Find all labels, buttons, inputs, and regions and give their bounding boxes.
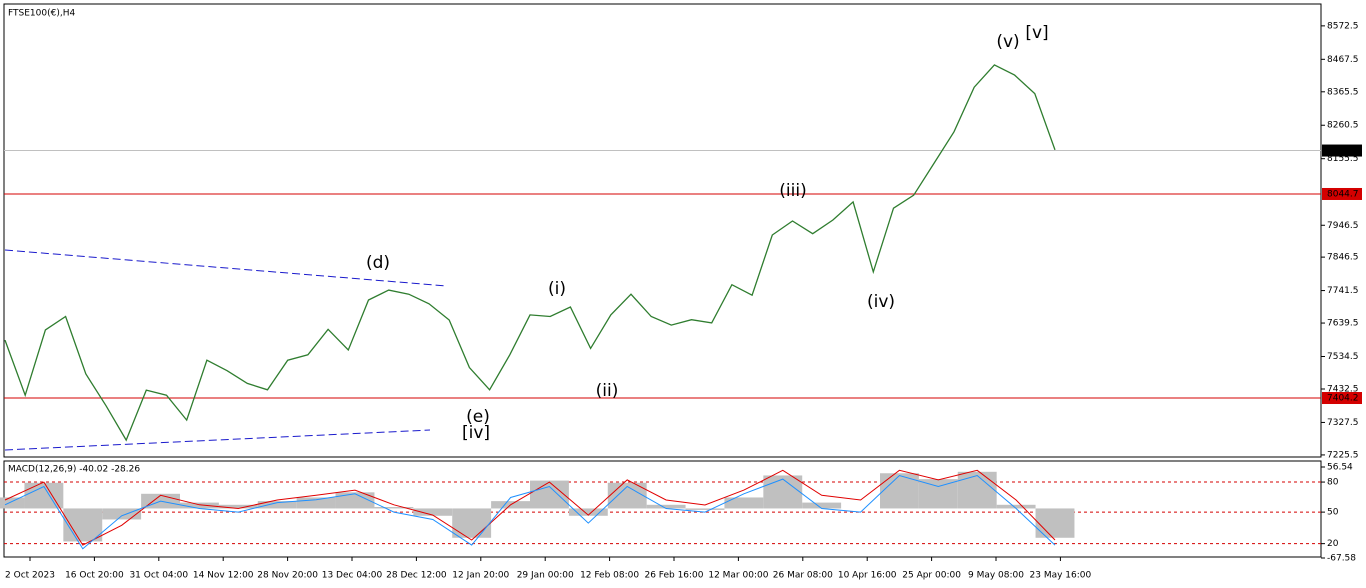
wave-label: [v] xyxy=(1025,23,1048,43)
level-label: 7404.2 xyxy=(1327,394,1359,404)
x-tick-label: 29 Jan 00:00 xyxy=(517,571,574,581)
x-tick-label: 16 Oct 20:00 xyxy=(65,571,124,581)
x-tick-label: 31 Oct 04:00 xyxy=(129,571,188,581)
histogram-bar xyxy=(1035,508,1075,538)
y-tick-label: 8155.5 xyxy=(1327,154,1359,164)
x-tick-label: 14 Nov 12:00 xyxy=(193,571,254,581)
price-line xyxy=(4,64,1056,442)
x-tick-label: 10 Apr 16:00 xyxy=(838,571,897,581)
histogram-bar xyxy=(102,508,142,520)
wave-label: (iv) xyxy=(867,292,895,312)
x-tick-label: 13 Dec 04:00 xyxy=(322,571,383,581)
y-tick-label: 7846.5 xyxy=(1327,253,1359,263)
y-tick-label: 8365.5 xyxy=(1327,87,1359,97)
histogram-bar xyxy=(957,471,997,509)
histogram-bar xyxy=(646,504,686,509)
trendline xyxy=(4,249,448,287)
histogram-bar xyxy=(880,473,919,509)
y-tick-label: 7639.5 xyxy=(1327,319,1359,329)
y-tick-label: 80 xyxy=(1327,478,1339,488)
y-tick-label: 20 xyxy=(1327,539,1339,549)
y-tick-label: 8572.5 xyxy=(1327,21,1359,31)
wave-label: (i) xyxy=(548,279,566,299)
x-tick-label: 23 May 16:00 xyxy=(1030,571,1092,581)
y-tick-label: 8260.5 xyxy=(1327,121,1359,131)
y-tick-label: 7225.5 xyxy=(1327,450,1359,460)
level-badge xyxy=(1322,392,1362,405)
x-tick-label: 12 Mar 00:00 xyxy=(708,571,768,581)
y-tick-label: -67.58 xyxy=(1327,554,1356,564)
histogram-bar xyxy=(724,497,764,509)
y-tick-label: 8467.5 xyxy=(1327,55,1359,65)
histogram-bar xyxy=(568,508,608,516)
histogram-bar xyxy=(802,502,842,509)
histogram-bar xyxy=(257,501,297,509)
y-tick-label: 7946.5 xyxy=(1327,221,1359,231)
x-tick-label: 28 Dec 12:00 xyxy=(386,571,447,581)
level-badge xyxy=(1322,187,1362,200)
histogram-bar xyxy=(180,502,219,509)
x-tick-label: 9 May 08:00 xyxy=(968,571,1024,581)
last-price-badge xyxy=(1322,144,1362,157)
y-tick-label: 50 xyxy=(1327,508,1339,518)
chart-title: FTSE100(€),H4 xyxy=(8,9,75,19)
macd-line xyxy=(4,474,1056,550)
y-tick-label: 7432.5 xyxy=(1327,384,1359,394)
level-label: 8044.7 xyxy=(1327,189,1359,199)
histogram-bar xyxy=(996,504,1036,509)
wave-label: (v) xyxy=(996,32,1019,52)
y-tick-label: 7534.5 xyxy=(1327,352,1359,362)
wave-label: [iv] xyxy=(462,423,490,443)
macd-title: MACD(12,26,9) -40.02 -28.26 xyxy=(8,465,140,475)
histogram-bar xyxy=(218,504,258,509)
x-tick-label: 12 Jan 20:00 xyxy=(452,571,509,581)
histogram-bar xyxy=(452,508,492,538)
histogram-bar xyxy=(918,479,958,509)
wave-label: (d) xyxy=(366,253,390,273)
wave-label: (e) xyxy=(466,407,490,427)
y-tick-label: 7741.5 xyxy=(1327,286,1359,296)
x-tick-label: 26 Mar 08:00 xyxy=(773,571,833,581)
trendline xyxy=(4,429,431,451)
histogram-bar xyxy=(335,492,375,509)
x-tick-label: 2 Oct 2023 xyxy=(5,571,55,581)
histogram-bar xyxy=(530,480,569,509)
wave-label: (ii) xyxy=(596,381,619,401)
x-tick-label: 12 Feb 08:00 xyxy=(580,571,639,581)
wave-label: (iii) xyxy=(779,181,806,201)
macd-panel xyxy=(3,460,1322,558)
histogram-bar xyxy=(685,508,725,510)
macd-line xyxy=(4,469,1056,546)
last-price-label: 8181.1 xyxy=(1327,146,1359,156)
y-tick-label: 7327.5 xyxy=(1327,418,1359,428)
x-tick-label: 28 Nov 20:00 xyxy=(257,571,318,581)
x-tick-label: 25 Apr 00:00 xyxy=(902,571,961,581)
histogram-bar xyxy=(63,508,103,542)
price-panel xyxy=(3,3,1322,458)
histogram-bar xyxy=(296,497,336,509)
x-tick-label: 26 Feb 16:00 xyxy=(644,571,703,581)
histogram-bar xyxy=(413,508,453,516)
histogram-bar xyxy=(0,497,25,509)
histogram-bar xyxy=(763,475,803,509)
y-tick-label: 56.54 xyxy=(1327,463,1353,473)
histogram-bar xyxy=(374,506,414,509)
